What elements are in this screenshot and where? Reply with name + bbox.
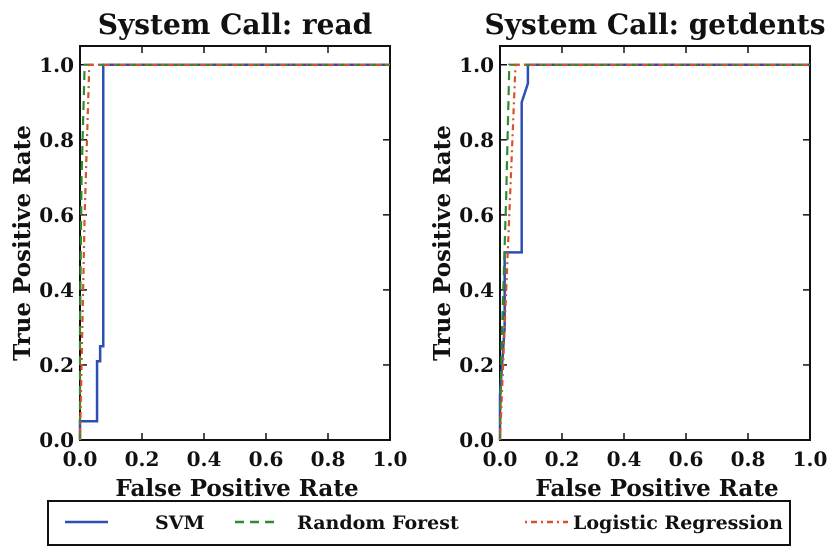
legend-label-svm: SVM bbox=[155, 512, 205, 534]
y-tick-label: 0.8 bbox=[459, 128, 494, 152]
x-tick-label: 0.2 bbox=[545, 447, 580, 471]
x-tick-label: 0.8 bbox=[731, 447, 766, 471]
y-tick-label: 0.0 bbox=[39, 428, 74, 452]
legend: SVM Random Forest Logistic Regression bbox=[47, 500, 791, 546]
y-axis-label: True Positive Rate bbox=[9, 125, 36, 361]
ticks: 0.0 0.2 0.4 0.6 0.8 1.0 0.0 0.2 0.4 0.6 0.8 1.0 bbox=[39, 46, 407, 471]
y-tick-label: 0.2 bbox=[459, 353, 494, 377]
series-line-svm bbox=[498, 63, 810, 440]
plot-frame bbox=[79, 45, 391, 441]
y-tick-label: 0.4 bbox=[459, 278, 494, 302]
ticks: 0.0 0.2 0.4 0.6 0.8 1.0 0.0 0.2 0.4 0.6 0.8 1.0 bbox=[459, 46, 827, 471]
y-tick-label: 0.6 bbox=[39, 203, 74, 227]
x-tick-label: 0.0 bbox=[63, 447, 98, 471]
series-line-svm bbox=[78, 63, 390, 440]
x-tick-label: 1.0 bbox=[793, 447, 828, 471]
legend-label-logistic-regression: Logistic Regression bbox=[573, 512, 783, 534]
legend-label-random-forest: Random Forest bbox=[297, 512, 459, 534]
x-tick-label: 0.4 bbox=[607, 447, 642, 471]
x-tick-label: 1.0 bbox=[373, 447, 408, 471]
y-tick-label: 1.0 bbox=[39, 53, 74, 77]
series-layer bbox=[498, 63, 810, 441]
y-tick-label: 1.0 bbox=[459, 53, 494, 77]
y-axis-label: True Positive Rate bbox=[429, 125, 456, 361]
y-tick-label: 0.0 bbox=[459, 428, 494, 452]
chart-getdents: System Call: getdents 0.0 0.2 0.4 0.6 0.8 1.0… bbox=[429, 8, 827, 502]
series-line-logistic-regression bbox=[498, 63, 810, 441]
x-tick-label: 0.0 bbox=[483, 447, 518, 471]
y-tick-label: 0.6 bbox=[459, 203, 494, 227]
x-tick-label: 0.6 bbox=[249, 447, 284, 471]
series-line-logistic-regression bbox=[78, 63, 390, 441]
x-tick-label: 0.6 bbox=[669, 447, 704, 471]
chart-read: System Call: read 0.0 0.2 0.4 0.6 0.8 1.00.00… bbox=[9, 8, 407, 502]
x-axis-label: False Positive Rate bbox=[535, 475, 778, 502]
y-tick-label: 0.2 bbox=[39, 353, 74, 377]
x-axis-label: False Positive Rate bbox=[115, 475, 358, 502]
x-tick-label: 0.8 bbox=[311, 447, 346, 471]
x-tick-label: 0.2 bbox=[125, 447, 160, 471]
plot-frame bbox=[499, 45, 811, 441]
series-line-random-forest bbox=[78, 63, 390, 440]
legend-box bbox=[47, 500, 791, 546]
y-tick-label: 0.4 bbox=[39, 278, 74, 302]
series-line-random-forest bbox=[498, 63, 810, 441]
chart-title: System Call: getdents bbox=[485, 8, 826, 41]
series-layer bbox=[78, 63, 390, 441]
chart-title: System Call: read bbox=[98, 8, 372, 41]
y-tick-label: 0.8 bbox=[39, 128, 74, 152]
x-tick-label: 0.4 bbox=[187, 447, 222, 471]
